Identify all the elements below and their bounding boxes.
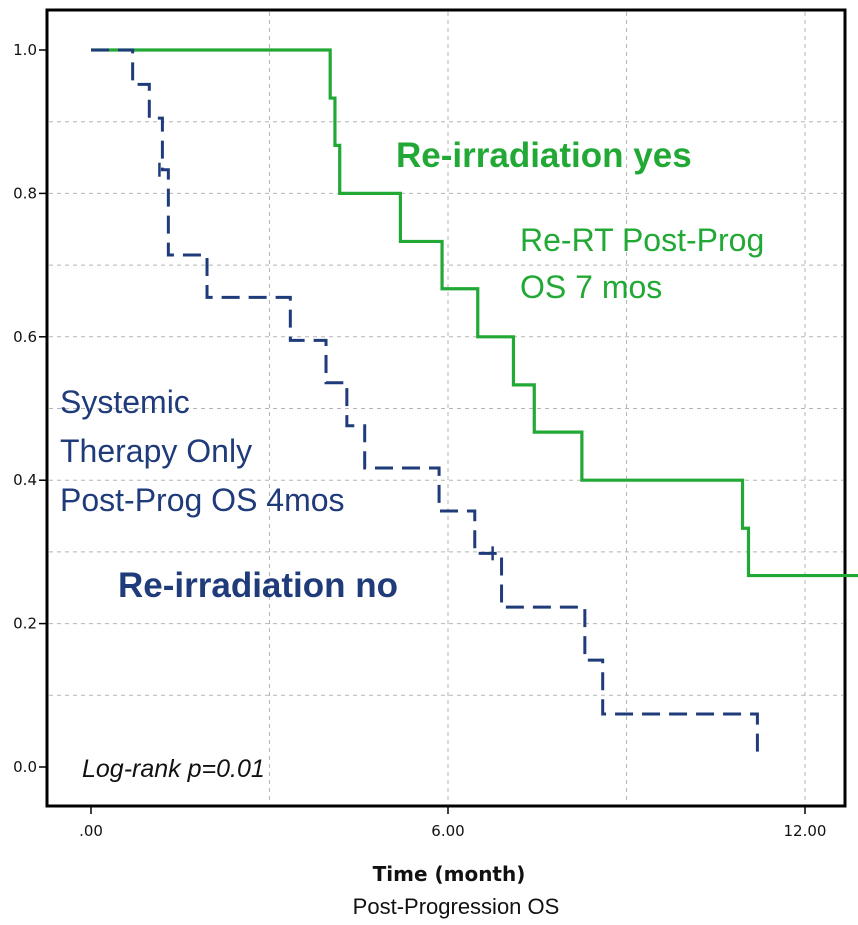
x-axis-ticks: .00 6.00 12.00 — [79, 806, 826, 840]
chart-subtitle: Post-Progression OS — [353, 894, 560, 919]
x-axis-title: Time (month) — [373, 862, 526, 886]
y-tick-label: 1.0 — [13, 41, 37, 59]
annotation-logrank-pvalue: Log-rank p=0.01 — [82, 755, 265, 783]
survival-curves — [91, 48, 858, 760]
series-line-re-irradiation-no — [91, 48, 759, 760]
annotation-systemic-line3: Post-Prog OS 4mos — [60, 482, 345, 518]
y-tick-label: 0.6 — [13, 328, 37, 346]
grid-lines — [49, 12, 843, 804]
annotation-systemic-line2: Therapy Only — [60, 433, 252, 469]
x-tick-label: .00 — [79, 822, 103, 840]
annotation-reirradiation-yes: Re-irradiation yes — [396, 136, 692, 175]
annotation-rert-os-line2: OS 7 mos — [520, 269, 662, 305]
series-line-re-irradiation-yes — [91, 48, 858, 578]
y-tick-label: 0.2 — [13, 615, 37, 633]
y-tick-label: 0.8 — [13, 184, 37, 202]
y-tick-label: 0.0 — [13, 758, 37, 776]
annotation-systemic-line1: Systemic — [60, 384, 190, 420]
y-tick-label: 0.4 — [13, 471, 37, 489]
x-tick-label: 12.00 — [784, 822, 827, 840]
y-axis-ticks: 0.0 0.2 0.4 0.6 0.8 1.0 — [13, 41, 47, 776]
x-tick-label: 6.00 — [431, 822, 464, 840]
annotation-rert-os-line1: Re-RT Post-Prog — [520, 222, 764, 258]
annotation-reirradiation-no: Re-irradiation no — [118, 566, 398, 605]
